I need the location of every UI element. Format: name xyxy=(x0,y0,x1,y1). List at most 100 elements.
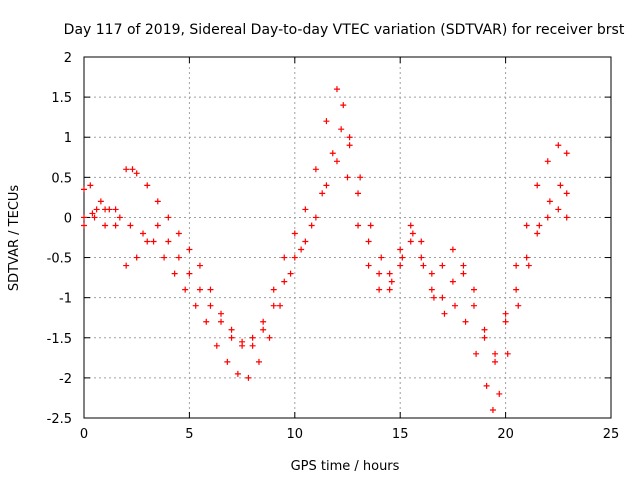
y-tick-label: 0 xyxy=(64,211,72,226)
y-tick-label: 0.5 xyxy=(51,171,72,186)
data-point xyxy=(460,262,467,269)
data-point xyxy=(281,278,288,285)
data-point xyxy=(287,270,294,277)
data-point xyxy=(523,254,530,261)
data-point xyxy=(175,230,182,237)
data-point xyxy=(207,302,214,309)
data-point xyxy=(203,318,210,325)
data-point xyxy=(333,158,340,165)
data-point xyxy=(165,214,172,221)
data-point xyxy=(133,170,140,177)
data-point xyxy=(483,382,490,389)
data-point xyxy=(449,278,456,285)
data-point xyxy=(308,222,315,229)
data-point xyxy=(228,334,235,341)
data-point xyxy=(81,222,87,229)
data-point xyxy=(346,134,353,141)
data-point xyxy=(430,294,437,301)
data-point xyxy=(102,222,109,229)
data-point xyxy=(196,262,203,269)
data-point xyxy=(534,182,541,189)
data-point xyxy=(439,262,446,269)
data-point xyxy=(544,214,551,221)
data-point xyxy=(116,214,123,221)
chart-title: Day 117 of 2019, Sidereal Day-to-day VTE… xyxy=(64,22,625,38)
plot-frame xyxy=(83,56,612,419)
data-point xyxy=(140,230,147,237)
data-point xyxy=(150,238,157,245)
data-point xyxy=(89,210,96,217)
data-point xyxy=(492,358,499,365)
data-point xyxy=(213,342,220,349)
data-point xyxy=(439,294,446,301)
data-point xyxy=(255,358,262,365)
data-point xyxy=(441,310,448,317)
data-point xyxy=(281,254,288,261)
data-point xyxy=(452,302,459,309)
data-point xyxy=(502,318,509,325)
y-axis-label: SDTVAR / TECUs xyxy=(7,185,22,292)
data-point xyxy=(340,102,347,109)
data-point xyxy=(555,142,562,149)
data-point xyxy=(376,286,383,293)
data-point xyxy=(127,222,134,229)
data-point xyxy=(365,262,372,269)
axis-ticks xyxy=(83,56,612,419)
data-point xyxy=(165,238,172,245)
data-point xyxy=(407,222,414,229)
x-tick-label: 25 xyxy=(603,427,620,442)
data-point xyxy=(182,286,189,293)
data-point xyxy=(129,166,136,173)
x-tick-label: 20 xyxy=(497,427,514,442)
data-point xyxy=(192,302,199,309)
data-point xyxy=(523,222,530,229)
data-point xyxy=(154,198,161,205)
data-point xyxy=(534,230,541,237)
data-point xyxy=(388,278,395,285)
x-tick-label: 15 xyxy=(392,427,409,442)
data-point xyxy=(186,270,193,277)
data-point xyxy=(234,370,241,377)
data-point xyxy=(133,254,140,261)
data-point xyxy=(489,406,496,413)
y-tick-label: 2 xyxy=(64,51,72,66)
data-point xyxy=(298,246,305,253)
data-point xyxy=(302,238,309,245)
data-point xyxy=(496,390,503,397)
data-point xyxy=(144,238,151,245)
data-point xyxy=(563,190,570,197)
data-points xyxy=(81,86,570,413)
data-point xyxy=(399,254,406,261)
data-point xyxy=(112,206,119,213)
data-point xyxy=(462,318,469,325)
y-tick-label: 1 xyxy=(64,131,72,146)
data-point xyxy=(312,166,319,173)
data-point xyxy=(473,350,480,357)
data-point xyxy=(338,126,345,133)
data-point xyxy=(228,326,235,333)
data-point xyxy=(207,286,214,293)
data-point xyxy=(218,318,225,325)
data-point xyxy=(270,302,277,309)
data-point xyxy=(492,350,499,357)
tick-labels: 0 5 10 15 20 25 -2.5 -2 -1.5 -1 -0.5 0 0.5 1 1.5 2 xyxy=(47,51,620,442)
data-point xyxy=(386,286,393,293)
data-point xyxy=(171,270,178,277)
data-point xyxy=(470,286,477,293)
x-tick-label: 5 xyxy=(185,427,193,442)
data-point xyxy=(249,334,256,341)
data-point xyxy=(504,350,511,357)
y-tick-label: -2.5 xyxy=(47,412,72,427)
data-point xyxy=(123,166,130,173)
data-point xyxy=(418,238,425,245)
data-point xyxy=(378,254,385,261)
data-point xyxy=(323,182,330,189)
data-point xyxy=(428,286,435,293)
grid xyxy=(84,57,611,418)
data-point xyxy=(319,190,326,197)
y-tick-label: -1.5 xyxy=(47,332,72,347)
data-point xyxy=(175,254,182,261)
x-tick-label: 10 xyxy=(287,427,304,442)
data-point xyxy=(513,286,520,293)
data-point xyxy=(97,198,104,205)
